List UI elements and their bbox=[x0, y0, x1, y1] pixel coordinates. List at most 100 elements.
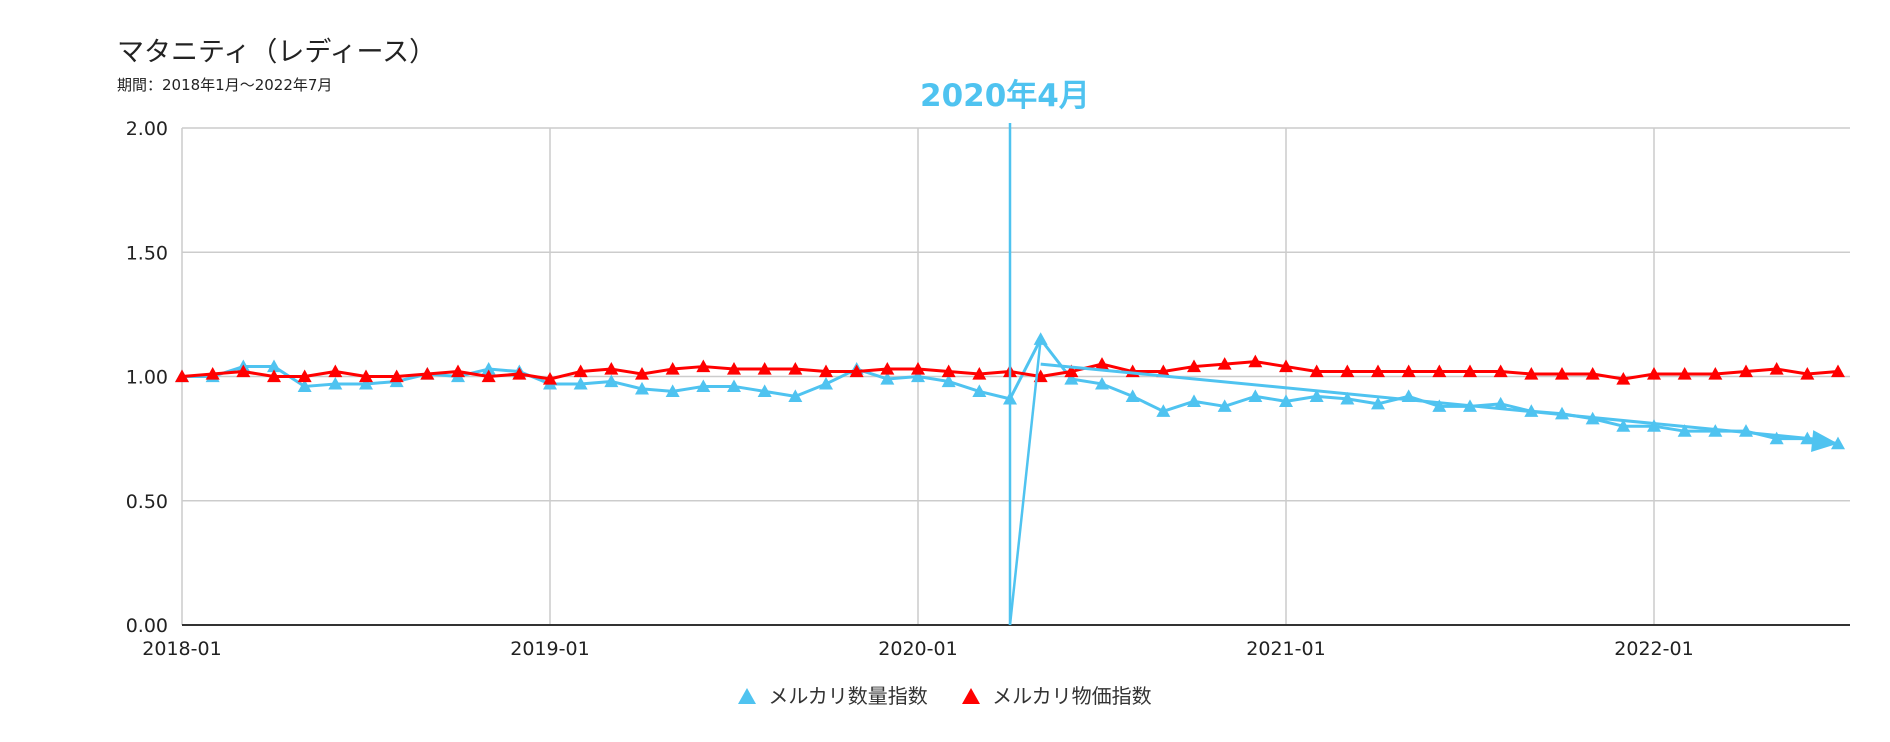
data-point bbox=[1248, 389, 1263, 402]
y-tick-label: 2.00 bbox=[126, 118, 168, 140]
data-point bbox=[880, 371, 895, 385]
chart-title: マタニティ（レディース） bbox=[117, 37, 437, 68]
data-point bbox=[1156, 404, 1171, 417]
data-point bbox=[328, 364, 343, 378]
data-point bbox=[1616, 419, 1631, 432]
data-point bbox=[1064, 364, 1079, 378]
data-point bbox=[819, 376, 833, 390]
data-point bbox=[880, 362, 895, 375]
data-point bbox=[941, 364, 956, 378]
data-point bbox=[788, 362, 803, 375]
data-point bbox=[665, 384, 680, 398]
y-tick-label: 0.50 bbox=[126, 491, 168, 513]
data-point bbox=[635, 367, 649, 380]
x-tick-label: 2019-01 bbox=[510, 638, 589, 660]
data-point bbox=[1095, 376, 1109, 390]
data-point bbox=[451, 364, 465, 378]
data-point bbox=[941, 374, 956, 388]
data-point bbox=[1708, 367, 1723, 380]
data-point bbox=[1739, 364, 1753, 378]
event-annotation-label: 2020年4月 bbox=[920, 78, 1090, 114]
data-point bbox=[849, 364, 864, 378]
x-tick-label: 2021-01 bbox=[1246, 638, 1325, 660]
triangle-icon bbox=[962, 688, 981, 704]
x-tick-label: 2022-01 bbox=[1614, 638, 1693, 660]
y-tick-label: 0.00 bbox=[126, 615, 168, 637]
data-point bbox=[1493, 364, 1508, 378]
data-point bbox=[604, 374, 619, 388]
data-point bbox=[267, 369, 281, 383]
data-point bbox=[1493, 396, 1508, 410]
legend-label-quantity: メルカリ数量指数 bbox=[768, 684, 928, 708]
x-tick-label: 2020-01 bbox=[878, 638, 957, 660]
data-point bbox=[512, 367, 527, 380]
data-point bbox=[665, 362, 680, 375]
data-point bbox=[1647, 367, 1661, 380]
data-point bbox=[297, 379, 312, 393]
data-point bbox=[1309, 389, 1324, 402]
data-point bbox=[1340, 391, 1355, 405]
data-point bbox=[236, 364, 251, 378]
data-point bbox=[175, 369, 189, 383]
trend-arrow-head bbox=[1811, 430, 1838, 452]
data-point bbox=[481, 369, 496, 383]
data-point bbox=[1064, 371, 1079, 385]
data-point bbox=[1524, 367, 1539, 380]
event-connector-line bbox=[1008, 339, 1042, 626]
data-point bbox=[1340, 364, 1355, 378]
data-point bbox=[1616, 371, 1631, 385]
data-point bbox=[573, 364, 588, 378]
data-point bbox=[481, 362, 496, 375]
legend-item-price[interactable]: メルカリ物価指数 bbox=[962, 680, 1152, 709]
data-point bbox=[573, 376, 588, 390]
data-point bbox=[1217, 399, 1232, 412]
data-point bbox=[972, 367, 987, 380]
data-point bbox=[911, 362, 925, 375]
data-point bbox=[359, 376, 373, 390]
data-point bbox=[1309, 364, 1324, 378]
data-point bbox=[1647, 419, 1661, 432]
data-point bbox=[1463, 364, 1477, 378]
data-point bbox=[1187, 359, 1201, 373]
data-point bbox=[1125, 389, 1140, 402]
data-point bbox=[1769, 362, 1784, 375]
data-point bbox=[297, 369, 312, 383]
data-point bbox=[1371, 364, 1385, 378]
data-point bbox=[604, 362, 619, 375]
data-point bbox=[389, 369, 404, 383]
data-point bbox=[788, 389, 803, 402]
legend-label-price: メルカリ物価指数 bbox=[992, 684, 1152, 708]
chart-subtitle: 期間：2018年1月〜2022年7月 bbox=[117, 76, 333, 94]
trend-arrow-line bbox=[1040, 362, 1821, 442]
data-point bbox=[727, 362, 741, 375]
data-point bbox=[1187, 394, 1201, 407]
triangle-icon bbox=[738, 688, 757, 704]
data-point bbox=[1279, 359, 1293, 373]
data-point bbox=[1831, 436, 1845, 450]
data-point bbox=[1555, 367, 1569, 380]
data-point bbox=[1279, 394, 1293, 407]
data-point bbox=[205, 367, 220, 380]
data-point bbox=[1585, 367, 1600, 380]
legend-item-quantity[interactable]: メルカリ数量指数 bbox=[738, 680, 928, 709]
data-point bbox=[359, 369, 373, 383]
data-point bbox=[696, 359, 711, 373]
data-point bbox=[1248, 354, 1263, 368]
legend: メルカリ数量指数 メルカリ物価指数 bbox=[0, 680, 1890, 709]
data-point bbox=[757, 362, 772, 375]
data-point bbox=[420, 367, 435, 380]
data-point bbox=[1800, 367, 1815, 380]
x-tick-label: 2018-01 bbox=[142, 638, 221, 660]
data-point bbox=[972, 384, 987, 398]
data-point bbox=[1156, 364, 1171, 378]
data-point bbox=[1033, 332, 1048, 345]
data-point bbox=[727, 379, 741, 393]
data-point bbox=[911, 369, 925, 383]
data-point bbox=[1371, 396, 1385, 410]
data-point bbox=[1677, 424, 1692, 437]
data-point bbox=[1831, 364, 1845, 378]
y-tick-label: 1.50 bbox=[126, 242, 168, 264]
data-point bbox=[267, 359, 281, 373]
